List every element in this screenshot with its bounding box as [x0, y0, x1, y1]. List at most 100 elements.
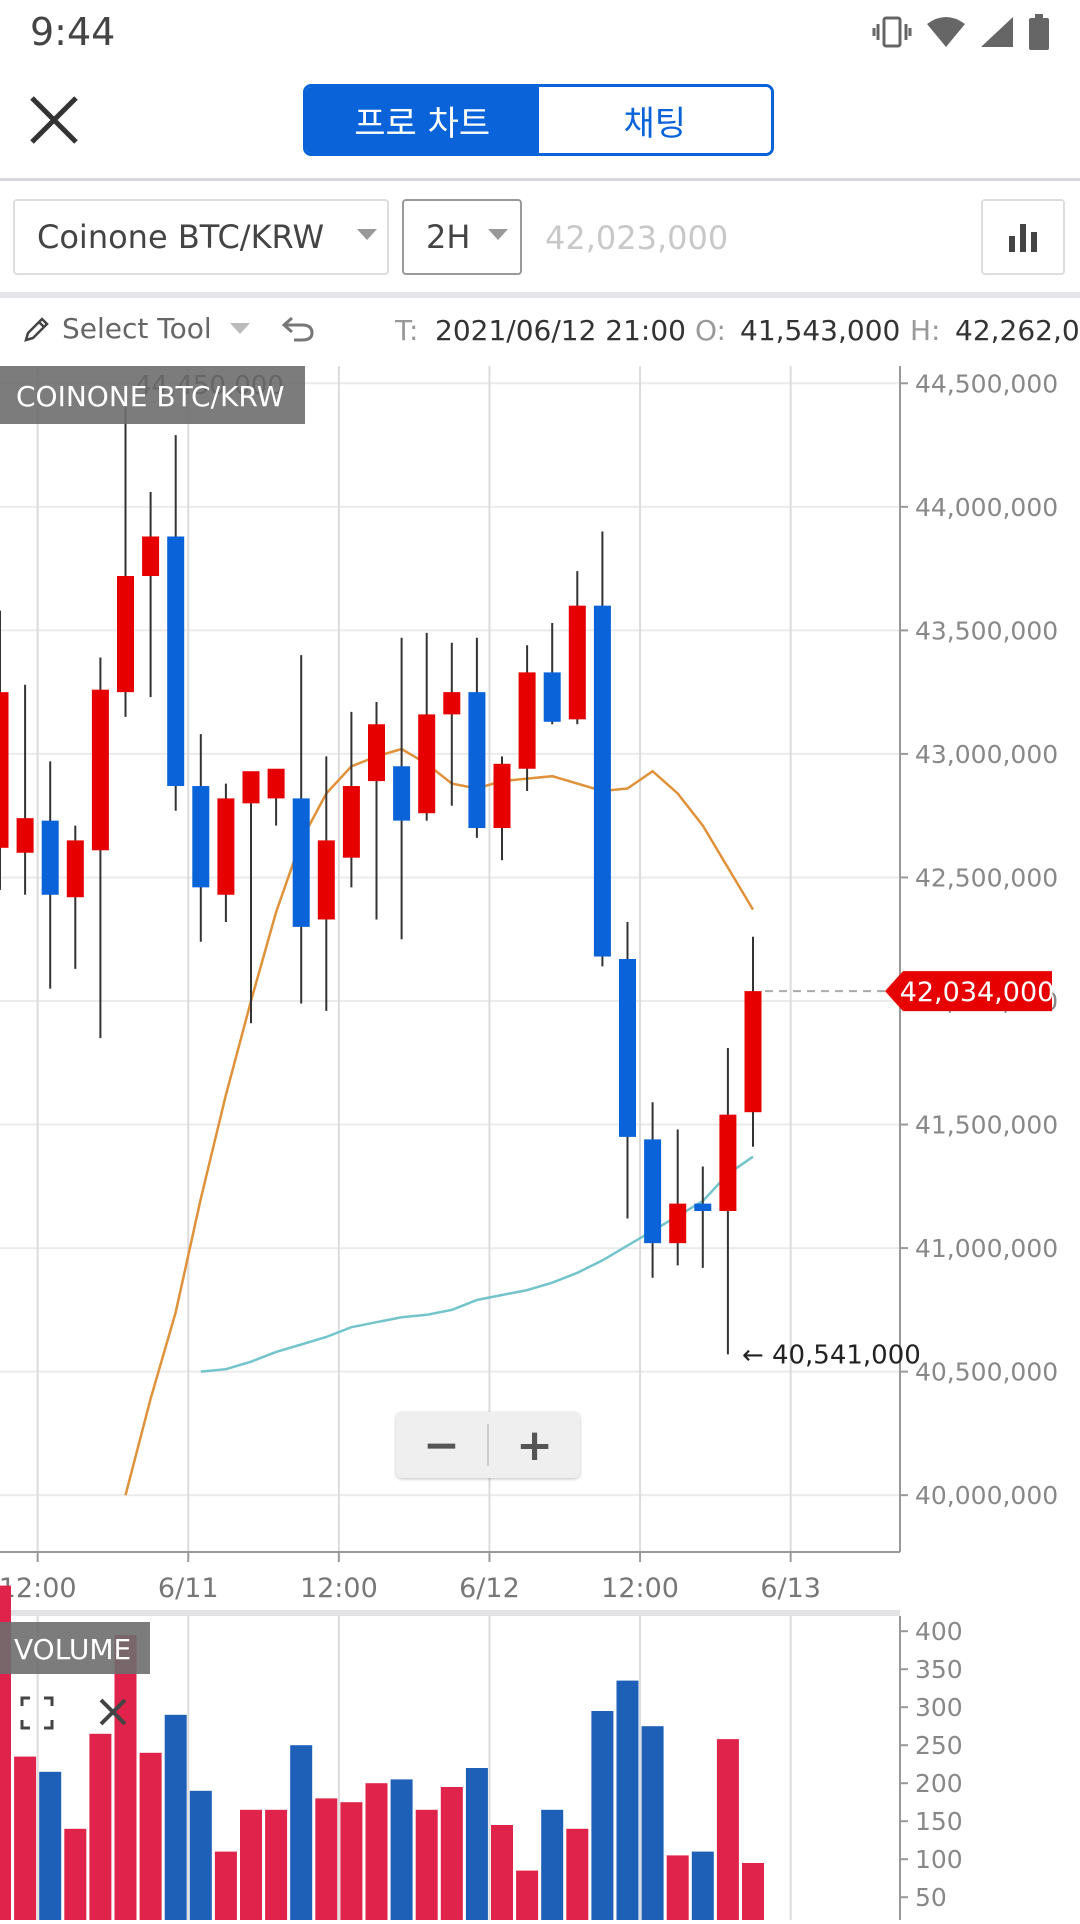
candle-up — [719, 1114, 737, 1212]
pencil-icon — [24, 316, 49, 342]
volume-bar-up — [491, 1825, 513, 1920]
volume-bar-up — [139, 1752, 162, 1920]
candle-down — [192, 786, 210, 888]
volume-bar-up — [516, 1870, 539, 1920]
header-divider — [0, 178, 1080, 181]
open-label: O: — [695, 314, 726, 347]
status-time: 9:44 — [30, 10, 116, 54]
candle-up — [493, 763, 511, 829]
price-tick-label: 44,500,000 — [915, 369, 1058, 398]
volume-bar-up — [340, 1802, 363, 1920]
tab-pro-chart[interactable]: 프로 차트 — [306, 87, 539, 153]
open-value: 41,543,000 — [740, 314, 901, 347]
volume-bar-up — [14, 1756, 37, 1920]
chevron-down-icon — [357, 229, 377, 240]
candle-down — [167, 536, 185, 787]
volume-bar-up — [0, 1585, 11, 1920]
battery-icon — [1029, 14, 1049, 50]
volume-bar-down — [290, 1745, 313, 1920]
candle-up — [117, 576, 134, 693]
price-tick-label: 41,000,000 — [915, 1234, 1058, 1263]
price-input[interactable] — [543, 212, 947, 264]
interval-select-value: 2H — [426, 218, 471, 256]
price-tick-label: 42,500,000 — [915, 863, 1058, 892]
close-icon — [30, 96, 78, 144]
volume-tick-label: 200 — [915, 1769, 963, 1798]
chart-type-button[interactable] — [981, 199, 1065, 275]
volume-tick-label: 350 — [915, 1655, 963, 1684]
candle-up — [518, 672, 536, 769]
candle-down — [593, 605, 611, 957]
volume-bar-up — [114, 1635, 137, 1920]
zoom-in-button[interactable]: + — [516, 1419, 553, 1471]
toolbar-divider — [0, 292, 1080, 298]
chevron-down-icon — [229, 323, 250, 334]
candle-up — [342, 786, 360, 858]
bar-chart-icon — [1009, 224, 1037, 252]
undo-button[interactable] — [280, 310, 316, 353]
current-price-tag — [885, 971, 1052, 1012]
ma-long-line — [200, 1155, 754, 1373]
candle-down — [694, 1203, 712, 1212]
interval-select[interactable]: 2H — [402, 199, 522, 275]
status-icons — [872, 14, 1050, 50]
candle-down — [543, 672, 561, 722]
price-tick-label: 40,500,000 — [915, 1358, 1058, 1387]
volume-bar-down — [641, 1726, 664, 1920]
chart-area[interactable]: 44,500,000 44,000,000 43,500,000 43,000,000… — [0, 366, 1080, 1924]
volume-bar-up — [64, 1828, 87, 1920]
price-tick-label: 43,000,000 — [915, 740, 1058, 769]
volume-tick-label: 100 — [915, 1845, 963, 1874]
volume-bar-up — [716, 1739, 739, 1920]
select-tool-dropdown[interactable]: Select Tool — [22, 312, 250, 345]
candle-up — [16, 818, 34, 853]
close-volume-icon[interactable] — [99, 1698, 127, 1726]
volume-tick-label: 150 — [915, 1807, 963, 1836]
candle-up — [142, 536, 160, 577]
candle-down — [468, 692, 486, 829]
candle-up — [669, 1203, 687, 1244]
undo-icon — [281, 316, 314, 342]
symbol-label: COINONE BTC/KRW — [16, 380, 284, 413]
symbol-select-value: Coinone BTC/KRW — [37, 218, 325, 256]
volume-bar-down — [541, 1809, 564, 1920]
zoom-out-button[interactable]: − — [423, 1419, 460, 1471]
candle-up — [443, 692, 461, 715]
time-tick-label: 12:00 — [300, 1573, 378, 1604]
volume-label: VOLUME — [14, 1633, 131, 1666]
volume-label-box — [0, 1622, 150, 1674]
zoom-controls: − + — [396, 1412, 580, 1478]
volume-bar-down — [465, 1768, 488, 1920]
zoom-divider — [487, 1424, 489, 1466]
high-value: 42,262,000 — [955, 314, 1080, 347]
current-price-label: 42,034,000 — [900, 977, 1055, 1008]
ma-short-line — [124, 747, 755, 1496]
candle-down — [41, 820, 59, 895]
time-tick-label: 6/11 — [158, 1573, 219, 1604]
volume-bar-down — [164, 1714, 187, 1920]
volume-tick-label: 400 — [915, 1617, 963, 1646]
volume-bar-down — [390, 1779, 413, 1920]
volume-bar-down — [616, 1680, 639, 1920]
status-bar: 9:44 — [0, 0, 1080, 64]
candle-up — [242, 771, 260, 804]
volume-bar-up — [566, 1828, 589, 1920]
price-volume-chart[interactable]: 44,500,000 44,000,000 43,500,000 43,000,000… — [0, 366, 1080, 1920]
volume-bar-up — [265, 1809, 288, 1920]
price-tick-label: 43,500,000 — [915, 616, 1058, 645]
symbol-label-box — [0, 366, 305, 424]
symbol-select[interactable]: Coinone BTC/KRW — [13, 199, 389, 275]
close-button[interactable] — [24, 90, 84, 150]
volume-bar-up — [89, 1733, 112, 1920]
expand-icon[interactable] — [20, 1696, 54, 1730]
tab-chat[interactable]: 채팅 — [538, 87, 771, 153]
select-tool-label: Select Tool — [62, 312, 212, 345]
time-tick-label: 12:00 — [601, 1573, 679, 1604]
time-label: T: — [395, 314, 419, 347]
volume-bar-up — [365, 1783, 388, 1920]
volume-bar-down — [39, 1771, 62, 1920]
ohlc-bar: Select Tool T: 2021/06/12 21:00 O: 41,54… — [0, 304, 1080, 354]
volume-tick-label: 250 — [915, 1731, 963, 1760]
time-tick-label: 12:00 — [0, 1573, 77, 1604]
panel-divider — [0, 1610, 900, 1616]
